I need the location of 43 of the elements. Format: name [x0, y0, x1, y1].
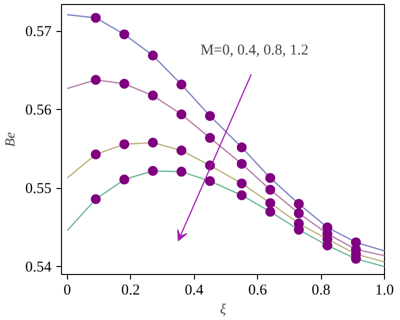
- line-series: [66, 14, 384, 252]
- y-tick-label: 0.55: [25, 181, 52, 198]
- point: [265, 184, 276, 195]
- point: [90, 149, 101, 160]
- point: [265, 206, 276, 217]
- point: [90, 12, 101, 23]
- x-tick-label: 0.6: [248, 282, 268, 298]
- x-tick-label: 0.2: [121, 282, 140, 298]
- point: [236, 158, 247, 169]
- point: [148, 90, 158, 101]
- point: [236, 190, 247, 200]
- point: [176, 80, 186, 90]
- point: [236, 142, 247, 152]
- point: [148, 166, 158, 176]
- y-tick-label: 0.56: [25, 102, 52, 119]
- annotation: M=0, 0.4, 0.8, 1.2: [200, 42, 309, 59]
- point: [119, 174, 130, 185]
- point: [90, 74, 101, 85]
- y-axis-title: Be: [3, 132, 18, 147]
- point: [119, 29, 130, 40]
- x-tick-label: 0.8: [312, 282, 330, 298]
- point: [148, 50, 158, 61]
- x-tick-label: 1.0: [375, 282, 394, 298]
- point: [265, 172, 276, 183]
- x-tick-label: 0: [63, 282, 71, 298]
- point: [176, 109, 186, 120]
- point: [119, 78, 130, 89]
- y-tick-label: 0.54: [25, 260, 52, 276]
- point: [294, 208, 304, 218]
- y-tick-label: 0.57: [25, 24, 52, 40]
- point: [265, 198, 276, 208]
- point: [236, 178, 247, 188]
- point: [148, 138, 158, 148]
- x-axis-title: ξ: [220, 302, 226, 318]
- point: [204, 132, 215, 143]
- point: [119, 139, 130, 150]
- point: [176, 145, 186, 156]
- point: [176, 166, 186, 177]
- point: [90, 194, 101, 204]
- point: [204, 110, 215, 121]
- x-tick-label: 0.4: [184, 282, 204, 298]
- point: [294, 198, 304, 209]
- point: [204, 176, 215, 186]
